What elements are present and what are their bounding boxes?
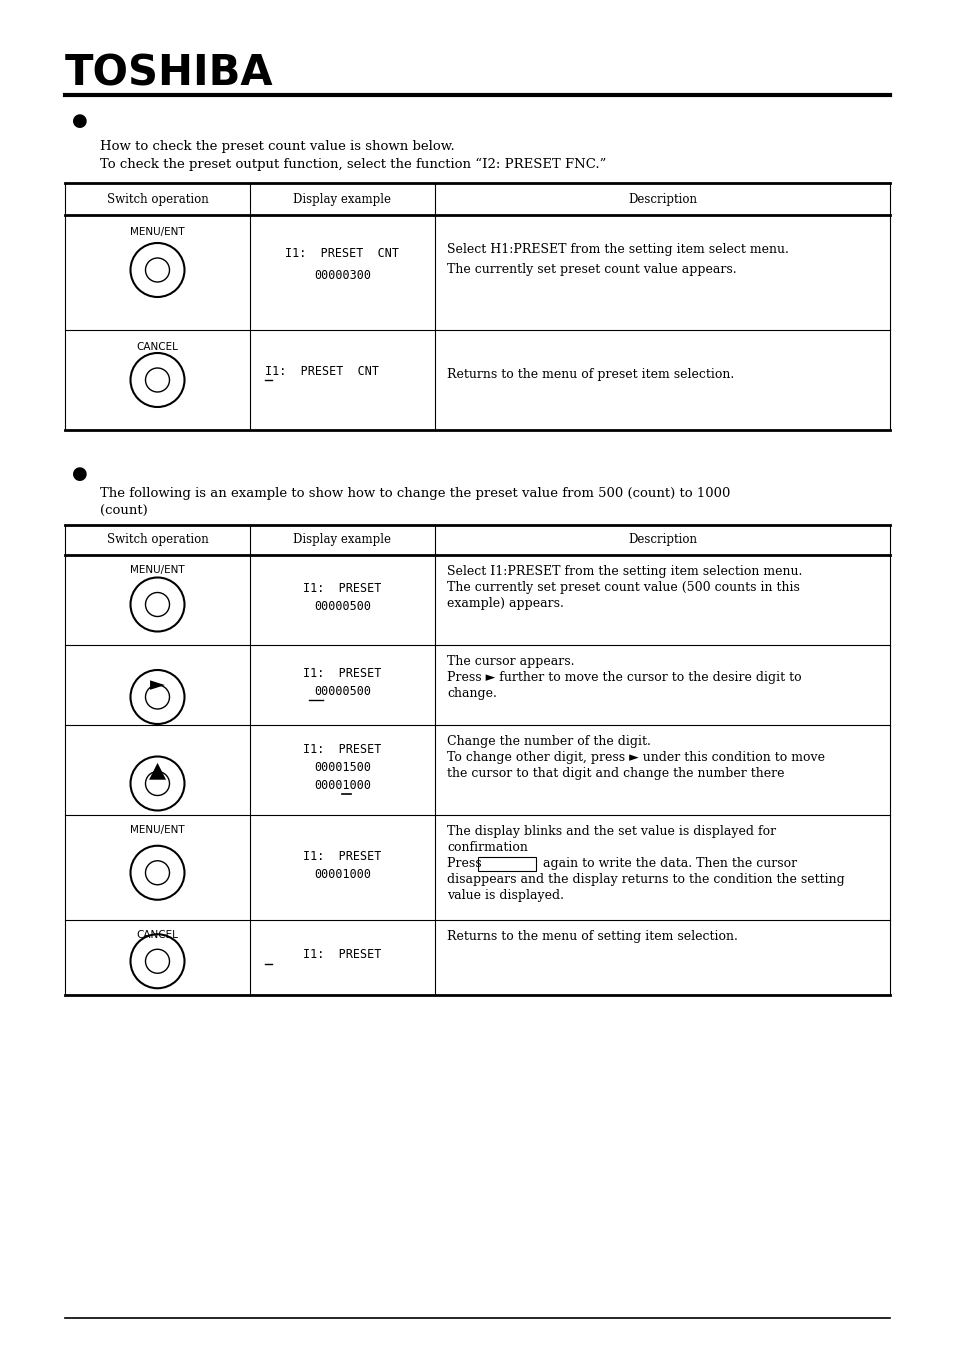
Text: MENU/ENT: MENU/ENT [130, 566, 185, 575]
Text: 00001500: 00001500 [314, 761, 371, 774]
Text: I1:  PRESET: I1: PRESET [303, 743, 381, 756]
Text: 00000500: 00000500 [314, 599, 371, 613]
Text: I1:  PRESET: I1: PRESET [303, 949, 381, 961]
Text: ►: ► [150, 675, 165, 694]
Text: I1:  PRESET  CNT: I1: PRESET CNT [285, 247, 399, 261]
Text: I1:  PRESET: I1: PRESET [303, 849, 381, 863]
Text: Switch operation: Switch operation [107, 193, 208, 205]
Text: change.: change. [447, 687, 497, 701]
Text: Press: Press [447, 857, 485, 869]
Text: Select I1:PRESET from the setting item selection menu.: Select I1:PRESET from the setting item s… [447, 566, 801, 578]
Text: Change the number of the digit.: Change the number of the digit. [447, 734, 650, 748]
Bar [477, 857, 536, 871]
Text: MENU/ENT: MENU/ENT [130, 227, 185, 238]
Text: value is displayed.: value is displayed. [447, 890, 563, 902]
Text: 00001000: 00001000 [314, 779, 371, 792]
Text: confirmation: confirmation [447, 841, 527, 855]
Text: ●: ● [71, 464, 88, 483]
Text: The following is an example to show how to change the preset value from 500 (cou: The following is an example to show how … [100, 487, 730, 500]
Text: The currently set preset count value (500 counts in this: The currently set preset count value (50… [447, 580, 799, 594]
Text: 00000500: 00000500 [314, 684, 371, 698]
Text: The display blinks and the set value is displayed for: The display blinks and the set value is … [447, 825, 776, 838]
Text: 00000300: 00000300 [314, 269, 371, 282]
Text: Switch operation: Switch operation [107, 533, 208, 547]
Text: I1:  PRESET: I1: PRESET [303, 667, 381, 680]
Text: How to check the preset count value is shown below.: How to check the preset count value is s… [100, 140, 455, 153]
Text: The currently set preset count value appears.: The currently set preset count value app… [447, 263, 736, 275]
Text: (count): (count) [100, 505, 148, 518]
Text: Returns to the menu of preset item selection.: Returns to the menu of preset item selec… [447, 369, 734, 381]
Text: ●: ● [71, 112, 88, 130]
Text: CANCEL: CANCEL [136, 930, 178, 940]
Text: example) appears.: example) appears. [447, 597, 563, 610]
Text: Press ► further to move the cursor to the desire digit to: Press ► further to move the cursor to th… [447, 671, 801, 684]
Text: MENU/ENT: MENU/ENT [130, 825, 185, 836]
Text: 00001000: 00001000 [314, 868, 371, 880]
Text: the cursor to that digit and change the number there: the cursor to that digit and change the … [447, 767, 783, 780]
Text: again to write the data. Then the cursor: again to write the data. Then the cursor [538, 857, 797, 869]
Text: I1:  PRESET  CNT: I1: PRESET CNT [265, 364, 378, 378]
Text: Display example: Display example [294, 193, 391, 205]
Text: To change other digit, press ► under this condition to move: To change other digit, press ► under thi… [447, 751, 824, 764]
Text: The cursor appears.: The cursor appears. [447, 655, 574, 668]
Text: disappears and the display returns to the condition the setting: disappears and the display returns to th… [447, 873, 843, 886]
Text: Returns to the menu of setting item selection.: Returns to the menu of setting item sele… [447, 930, 737, 944]
Text: Description: Description [627, 533, 697, 547]
Text: Select H1:PRESET from the setting item select menu.: Select H1:PRESET from the setting item s… [447, 243, 788, 256]
Text: TOSHIBA: TOSHIBA [65, 53, 274, 94]
Text: To check the preset output function, select the function “I2: PRESET FNC.”: To check the preset output function, sel… [100, 158, 606, 171]
Text: Display example: Display example [294, 533, 391, 547]
Text: I1:  PRESET: I1: PRESET [303, 582, 381, 595]
Text: Description: Description [627, 193, 697, 205]
Text: ▲: ▲ [149, 760, 166, 780]
Text: CANCEL: CANCEL [136, 342, 178, 352]
